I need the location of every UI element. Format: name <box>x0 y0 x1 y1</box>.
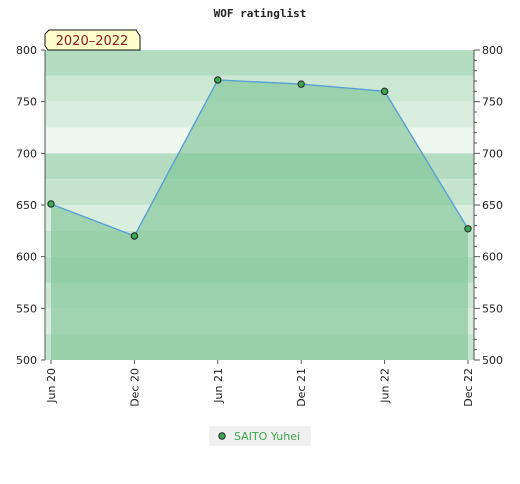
x-tick-label: Jun 20 <box>45 368 58 404</box>
y-tick-label-right: 650 <box>482 199 503 212</box>
y-tick-label-right: 800 <box>482 44 503 57</box>
x-tick-label: Jun 22 <box>379 368 392 404</box>
data-point <box>47 200 55 208</box>
y-tick-label-right: 600 <box>482 251 503 264</box>
series-area <box>51 79 468 360</box>
data-marks <box>47 76 472 240</box>
y-tick-label-left: 500 <box>16 354 37 367</box>
data-point <box>130 232 139 240</box>
x-tick-label: Dec 22 <box>462 368 475 407</box>
legend-series-label: SAITO Yuhei <box>234 430 300 443</box>
x-tick-label: Dec 21 <box>295 368 308 407</box>
x-tick-label: Jun 21 <box>212 368 225 404</box>
data-point <box>464 225 472 233</box>
legend-box <box>209 426 311 446</box>
y-tick-label-right: 550 <box>482 302 503 315</box>
period-badge-shape <box>44 29 141 51</box>
y-tick-label-right: 700 <box>482 147 503 160</box>
data-point <box>297 80 305 88</box>
chart-title: WOF ratinglist <box>214 7 307 20</box>
x-tick-label: Dec 20 <box>128 368 141 407</box>
series-line <box>50 79 469 237</box>
y-tick-label-left: 700 <box>16 147 37 160</box>
area-layer <box>51 79 468 360</box>
axes: 500 500 550 550 600 600 650 650 700 700 750 750 800 8… <box>16 44 503 407</box>
y-tick-label-left: 600 <box>16 251 37 264</box>
y-tick-label-left: 800 <box>16 44 37 57</box>
legend-marker <box>218 432 226 440</box>
data-point <box>214 76 222 84</box>
legend[interactable]: SAITO Yuhei <box>209 426 311 446</box>
y-tick-label-left: 550 <box>16 302 37 315</box>
period-badge: 2020–2022 <box>44 29 141 51</box>
background-band <box>45 50 474 76</box>
period-badge-text: 2020–2022 <box>56 34 129 49</box>
y-tick-label-left: 650 <box>16 199 37 212</box>
data-point <box>380 87 389 96</box>
y-tick-label-left: 750 <box>16 96 37 109</box>
y-tick-label-right: 750 <box>482 96 503 109</box>
y-tick-label-right: 500 <box>482 354 503 367</box>
